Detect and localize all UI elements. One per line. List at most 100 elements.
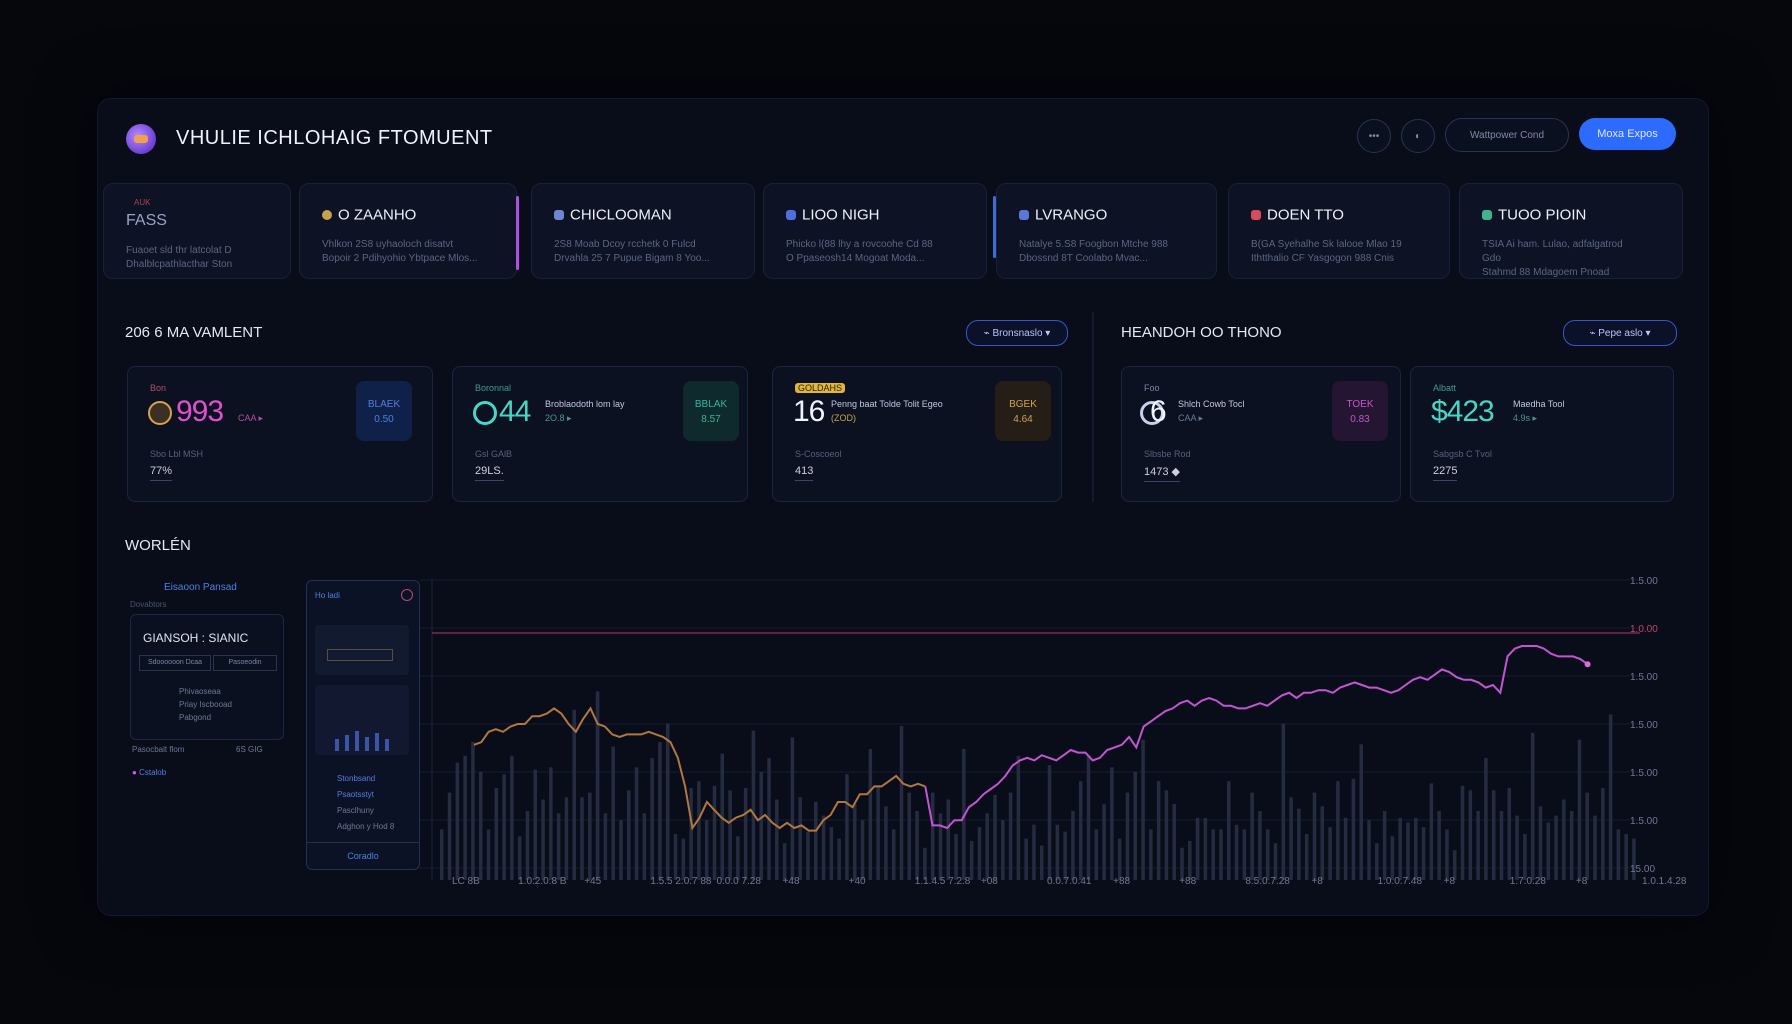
chart-bar [595, 691, 600, 880]
primary-button[interactable]: Moxa Expos [1579, 118, 1676, 150]
tab-description: Vhlkon 2S8 uyhaoloch disatvt Bopoir 2 Pdi… [322, 239, 478, 264]
chart-bar [907, 792, 912, 880]
tab-chicloman[interactable]: CHICLOOMAN 2S8 Moab Dcoy rcchetk 0 Fulcd… [531, 183, 755, 279]
stat-card-5[interactable]: Albatt $423 Maedha Tool 4.9s ▸ Sabgsb C … [1410, 366, 1674, 502]
chart-bar [1133, 771, 1138, 880]
card-footer-label: Sbo Lbl MSH [150, 449, 204, 459]
chart-bar [814, 801, 818, 880]
chart-bar [1538, 806, 1543, 880]
section-left-filter[interactable]: ⌁ Bronsnaslo ▾ [966, 320, 1068, 346]
chart-bar [923, 847, 927, 880]
chart-bar [977, 827, 982, 880]
card-footer-label: S-Coscoeol [795, 449, 842, 459]
more-icon[interactable]: ••• [1357, 119, 1391, 153]
chart-bar [1601, 788, 1605, 880]
y-tick: 1.5.00 [1630, 720, 1658, 731]
ring-icon [1140, 401, 1164, 425]
chart-bar [572, 709, 576, 880]
chart-bar [611, 746, 615, 880]
stat-card-2[interactable]: Boronnal 44 Broblaodoth lom lay 2O.8 ▸ B… [452, 366, 748, 502]
chart-bar [1359, 744, 1363, 880]
chart-bar [1375, 843, 1379, 880]
chart-bar [689, 788, 693, 880]
preview-bar [327, 649, 393, 661]
chart-bar [486, 829, 491, 880]
chart-bar [673, 834, 678, 880]
chart-bar [1507, 788, 1512, 880]
chart-bar [1390, 836, 1395, 880]
chart-bar [1110, 767, 1114, 880]
mini-card-button-1[interactable]: Sdoooooon Dcaa [139, 655, 211, 671]
chart-bar [1273, 843, 1278, 880]
card-caption: Broblaodoth lom lay [545, 399, 625, 409]
chart-bar [1149, 829, 1153, 880]
chart-bar [1032, 824, 1036, 880]
chart-bar [1523, 834, 1527, 880]
chart-bar [478, 771, 483, 880]
chart-bar [634, 767, 639, 880]
tab-doen-tto[interactable]: DOEN TTO B(GA Syehalhe Sk lalooe Mlao 19… [1228, 183, 1450, 279]
tab-fass[interactable]: AUK FASS Fuaoet sld thr latcolat D Dhalbl… [103, 183, 291, 279]
card-tile: BGEK 4.64 [995, 381, 1051, 441]
chart-bar [728, 790, 732, 880]
chart-bar [1515, 815, 1519, 880]
stat-card-4[interactable]: Foo 6 Shlch Cowb Tocl CAA ▸ TOEK 0.83 Slb… [1121, 366, 1401, 502]
chart-bar [1476, 811, 1480, 880]
mini-card-button-2[interactable]: Pasoeodin [213, 655, 277, 671]
card-footer-value: 413 [795, 465, 814, 481]
chart-bar [1616, 829, 1621, 880]
conditions-panel[interactable]: Ho ladi Stonbsand Psaotsstyt Pasclhuny Adgh… [306, 580, 420, 870]
tab-description: Phicko l(88 lhy a rovcoohe Cd 88 O Ppaseo… [786, 239, 933, 264]
chart-bar [1414, 817, 1418, 880]
workflow-mini-card[interactable]: GIANSOH : SIANIC Sdoooooon Dcaa Pasoeodi… [130, 614, 284, 740]
chart-bar [1499, 811, 1504, 880]
chart-bar [1460, 785, 1465, 880]
chart-bar [1530, 732, 1535, 880]
chart-bar [775, 799, 779, 880]
card-value: $423 [1431, 395, 1495, 428]
x-tick: 1.1.4.5 7.2.8 [914, 876, 971, 887]
card-sub: (ZOD) [831, 413, 856, 423]
chart-bar [1328, 827, 1332, 880]
tab-label: LIOO NIGH [802, 206, 880, 224]
tab-label: O ZAANHO [338, 206, 417, 224]
stat-card-3[interactable]: GOLDAHS 16 Penng baat Tolde Tolit Egeo (… [772, 366, 1062, 502]
chart-bar [1195, 817, 1200, 880]
stat-card-1[interactable]: Bon 993 CAA ▸ BLAEK 0.50 Sbo Lbl MSH 77% [127, 366, 433, 502]
chart-bar [603, 813, 608, 880]
conditions-list: Stonbsand Psaotsstyt Pasclhuny Adghon y Hod… [337, 774, 395, 831]
conditions-button[interactable]: Coradlo [307, 842, 419, 869]
card-footer-label: Gsl GAlB [475, 449, 513, 459]
close-icon[interactable] [401, 589, 413, 601]
chart-bar [829, 827, 834, 880]
tab-lvrango[interactable]: LVRANGO Natalye 5.S8 Foogbon Mtche 988 Db… [993, 183, 1217, 279]
tab-description: 2S8 Moab Dcoy rcchetk 0 Fulcd Drvahla 25 … [554, 239, 710, 264]
section-right-filter[interactable]: ⌁ Pepe aslo ▾ [1563, 320, 1677, 346]
chart-bar [1071, 811, 1075, 880]
card-tile: BBLAK 8.57 [683, 381, 739, 441]
conditions-header: Ho ladi [315, 591, 340, 600]
card-label: Boronnal [475, 383, 512, 393]
chart-bar [627, 790, 631, 880]
tab-description: B(GA Syehalhe Sk lalooe Mlao 19 Ithtthali… [1251, 239, 1402, 264]
mini-link[interactable]: ● Cstalob [132, 768, 167, 777]
chart-bar [798, 797, 802, 880]
tab-lioo-nigh[interactable]: LIOO NIGH Phicko l(88 lhy a rovcoohe Cd … [763, 183, 987, 279]
chart-bar [1001, 820, 1005, 880]
workflow-header[interactable]: Eisaoon Pansad [164, 582, 237, 593]
secondary-button[interactable]: Wattpower Cond [1445, 118, 1569, 152]
trend-chart[interactable] [420, 570, 1660, 880]
chart-bar [938, 813, 943, 880]
chart-bar [1156, 781, 1161, 880]
tab-o-zaanho[interactable]: O ZAANHO Vhlkon 2S8 uyhaoloch disatvt Bop… [299, 183, 519, 279]
section-title-right: HEANDOH OO THONO [1121, 324, 1282, 341]
theme-toggle-icon[interactable]: ◐ [1401, 119, 1435, 153]
chart-bar [697, 781, 701, 880]
chart-bar [1102, 804, 1106, 880]
chart-bar [1491, 790, 1496, 880]
chart-bar [1304, 834, 1309, 880]
tab-tuoo-pioin[interactable]: TUOO PIOIN TSIA Ai ham. Lulao, adfalgatr… [1459, 183, 1683, 279]
chart-bar [463, 755, 467, 880]
chart-bar [494, 788, 499, 880]
workflow-subheader: Dovabtors [130, 600, 167, 609]
